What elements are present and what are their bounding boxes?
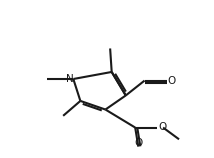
Text: N: N: [66, 74, 74, 84]
Text: O: O: [158, 122, 166, 132]
Text: O: O: [134, 138, 143, 148]
Text: O: O: [167, 76, 175, 86]
